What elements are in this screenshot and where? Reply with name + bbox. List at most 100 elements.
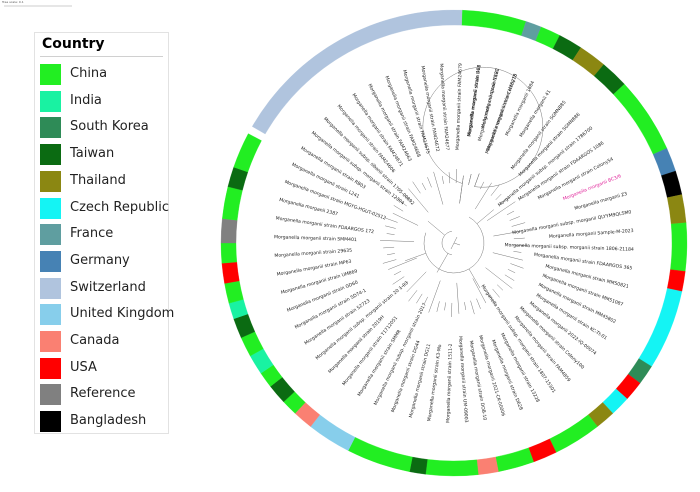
tree-branch (464, 302, 467, 311)
leaf-label: Morganella morganii Sample-M-2023 (549, 228, 634, 240)
tree-branch (408, 188, 429, 213)
legend-swatch (40, 331, 61, 352)
legend-swatch (40, 357, 61, 379)
ring-segment-china (670, 222, 688, 272)
legend-label: India (70, 92, 102, 108)
legend-swatch (40, 90, 61, 112)
legend-label: USA (70, 359, 97, 375)
legend-item-bangladesh: Bangladesh (40, 411, 165, 435)
tree-branch (487, 201, 516, 221)
leaf-label: Morganella morganii strain SMM401 (274, 234, 357, 243)
tree-branch (507, 269, 516, 274)
legend-swatch (40, 384, 61, 406)
tree-branch (383, 246, 395, 249)
tree-branch (441, 175, 444, 184)
ring-segment-china (425, 459, 479, 477)
tree-branch (388, 257, 418, 270)
tree-scale-label: Tree scale: 0.1 (2, 0, 24, 4)
ring-segment-canada (476, 456, 499, 475)
legend-label: Switzerland (70, 279, 146, 295)
tree-branch (495, 193, 502, 201)
legend-swatch (40, 170, 61, 192)
legend-label: United Kingdom (70, 306, 175, 322)
legend-divider (40, 56, 163, 57)
tree-branch (433, 171, 444, 205)
tree-branch (427, 220, 445, 236)
legend-item-south-korea: South Korea (40, 117, 165, 141)
tree-branch (428, 280, 441, 313)
tree-branch (453, 236, 458, 244)
ring-segment-china (613, 83, 668, 155)
tree-branch (406, 271, 427, 293)
legend-swatch (40, 250, 61, 272)
tree-branch (382, 259, 397, 264)
legend-swatch (40, 277, 61, 299)
ring-segment-china (220, 242, 237, 264)
ring-segment-usa (221, 261, 240, 284)
legend-item-india: India (40, 90, 165, 115)
ring-segment-bangladesh (661, 170, 683, 198)
leaf-label: Morganella morganii strain FDAARGOS 172 (275, 215, 374, 235)
legend-label: Bangladesh (70, 413, 147, 429)
ring-segment-taiwan (409, 456, 428, 475)
legend-item-uk: United Kingdom (40, 304, 174, 328)
tree-branch (384, 217, 398, 223)
tree-branch (506, 210, 515, 216)
country-ring (220, 9, 688, 477)
tree-branch-arc (423, 216, 485, 274)
legend-swatch (40, 224, 61, 246)
legend-label: Reference (70, 386, 136, 402)
tree-branch (392, 276, 405, 285)
country-legend: Country China India South Korea Taiwan Thail… (34, 32, 174, 435)
ring-segment-china (495, 447, 534, 472)
tree-branches (380, 66, 544, 317)
tree-branch (492, 252, 523, 261)
legend-label: South Korea (70, 119, 149, 135)
tree-branch (509, 216, 520, 221)
tree-branch (404, 195, 412, 202)
legend-swatch (40, 144, 61, 166)
legend-item-switzerland: Switzerland (40, 277, 165, 302)
legend-swatch (40, 64, 61, 85)
leaf-label: Morganella morganii strain FAM24677 (438, 63, 450, 150)
ring-segment-china (222, 186, 243, 221)
tree-branch (492, 288, 500, 298)
ring-segment-czech (638, 288, 683, 367)
leaf-label: Morganella morganii strain 1511-2 (445, 343, 454, 423)
tree-branch (493, 230, 522, 237)
ring-segment-reference (220, 218, 238, 244)
tree-branch (412, 181, 421, 194)
legend-title: Country (42, 36, 105, 52)
tree-branch (392, 212, 419, 226)
ring-segment-china (549, 414, 598, 453)
tree-branch (416, 293, 423, 304)
tree-branch (487, 292, 496, 305)
tree-branch (436, 301, 440, 312)
ring-segment-thailand (667, 194, 687, 225)
tree-branch (474, 173, 480, 187)
tree-branch (421, 182, 427, 191)
leaf-label: Morganella morganii strain UM-09003 (457, 336, 469, 423)
tree-branch (468, 268, 481, 289)
legend-swatch (40, 411, 61, 433)
tree-branch (513, 237, 525, 240)
ring-segment-china (461, 9, 527, 36)
tree-branch (405, 253, 426, 262)
tree-branch (459, 175, 464, 204)
leaf-label: Morganella morganii strain 418 (467, 64, 483, 136)
tree-branch (386, 253, 395, 256)
tree-branch (474, 182, 492, 210)
tree-branch (490, 184, 500, 196)
legend-swatch (40, 117, 61, 139)
tree-branch (450, 242, 455, 250)
legend-item-france: France (40, 224, 165, 248)
tree-branch (393, 205, 404, 212)
leaf-label: Morganella morganii subsp. morganii stra… (505, 242, 635, 253)
tree-branch (423, 296, 428, 305)
tree-branch (470, 300, 475, 315)
legend-item-czech: Czech Republic (40, 197, 169, 222)
ring-segment-usa (667, 269, 686, 292)
tree-branch (456, 282, 460, 314)
legend-item-china: China (40, 64, 165, 88)
